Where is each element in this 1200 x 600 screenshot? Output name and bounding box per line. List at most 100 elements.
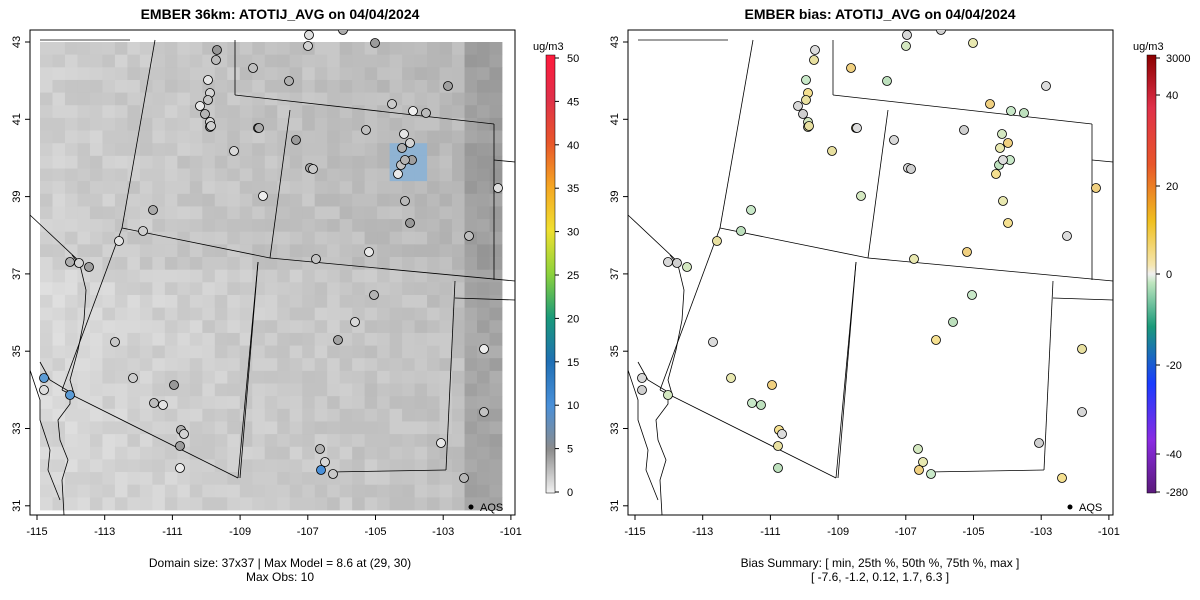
bias-marker xyxy=(856,191,866,201)
x-tick-label: -111 xyxy=(760,526,780,538)
obs-marker xyxy=(39,385,49,395)
bias-marker xyxy=(1003,138,1013,148)
left-colorbar: ug/m3 0 5 10 15 20 25 30 35 40 45 50 xyxy=(533,41,579,499)
y-tick-label: 35 xyxy=(609,345,621,357)
obs-marker xyxy=(308,164,318,174)
obs-marker xyxy=(65,257,75,267)
bias-marker xyxy=(637,373,647,383)
colorbar-tick-label: 45 xyxy=(567,96,579,108)
bias-marker xyxy=(747,398,757,408)
colorbar-tick-label: -20 xyxy=(1166,360,1182,372)
y-tick-label: 33 xyxy=(609,422,621,434)
obs-marker xyxy=(110,337,120,347)
right-colorbar-unit: ug/m3 xyxy=(1133,41,1164,53)
obs-marker xyxy=(179,429,189,439)
obs-marker xyxy=(333,335,343,345)
left-x-ticks: -115 -113 -111 -109 -107 -105 -103 -101 xyxy=(26,515,522,538)
obs-marker xyxy=(399,129,409,139)
obs-marker xyxy=(65,390,75,400)
obs-marker xyxy=(364,247,374,257)
colorbar-tick-label: 40 xyxy=(1166,90,1178,102)
obs-marker xyxy=(303,41,313,51)
y-tick-label: 31 xyxy=(11,500,23,512)
bias-marker xyxy=(767,380,777,390)
obs-marker xyxy=(206,121,216,131)
right-map-panel: -115 -113 -111 -109 -107 -105 -103 -101 43 41 39 3… xyxy=(609,29,1120,538)
bias-marker xyxy=(777,429,787,439)
colorbar-tick-label: 40 xyxy=(567,140,579,152)
right-x-ticks: -115 -113 -111 -109 -107 -105 -103 -101 xyxy=(624,515,1120,538)
obs-marker xyxy=(405,218,415,228)
right-y-ticks: 43 41 39 37 35 33 31 xyxy=(609,36,628,512)
left-footer: Domain size: 37x37 | Max Model = 8.6 at … xyxy=(20,556,540,584)
bias-marker xyxy=(708,337,718,347)
bias-marker xyxy=(809,55,819,65)
left-legend-dot-icon xyxy=(468,504,474,510)
obs-marker xyxy=(393,169,403,179)
right-footer-line2: [ -7.6, -1.2, 0.12, 1.7, 6.3 ] xyxy=(810,570,950,584)
bias-marker xyxy=(801,75,811,85)
right-colorbar-bar xyxy=(1146,54,1157,494)
left-colorbar-bar xyxy=(545,54,556,494)
obs-marker xyxy=(148,205,158,215)
colorbar-tick-label: 20 xyxy=(1166,181,1178,193)
x-tick-label: -105 xyxy=(962,526,984,538)
x-tick-label: -111 xyxy=(162,526,182,538)
bias-marker xyxy=(756,400,766,410)
obs-marker xyxy=(408,106,418,116)
right-bias-points xyxy=(637,30,1101,483)
obs-marker xyxy=(175,463,185,473)
obs-marker xyxy=(254,123,264,133)
obs-marker xyxy=(493,183,503,193)
bias-marker xyxy=(926,469,936,479)
bias-marker xyxy=(798,109,808,119)
obs-marker xyxy=(400,155,410,165)
bias-marker xyxy=(998,155,1008,165)
obs-marker xyxy=(149,398,159,408)
x-tick-label: -101 xyxy=(500,526,522,538)
bias-marker xyxy=(1006,106,1016,116)
bias-marker xyxy=(827,146,837,156)
obs-marker xyxy=(128,373,138,383)
x-tick-label: -115 xyxy=(624,526,645,538)
bias-marker xyxy=(1091,183,1101,193)
left-footer-line2: Max Obs: 10 xyxy=(245,570,315,584)
obs-marker xyxy=(315,444,325,454)
bias-marker xyxy=(1041,81,1051,91)
obs-marker xyxy=(212,45,222,55)
obs-marker xyxy=(369,290,379,300)
y-tick-label: 37 xyxy=(609,268,621,280)
bias-marker xyxy=(682,262,692,272)
bias-marker xyxy=(902,30,912,40)
obs-marker xyxy=(229,146,239,156)
left-legend-label: AQS xyxy=(480,502,503,514)
x-tick-label: -113 xyxy=(94,526,115,538)
bias-marker xyxy=(663,390,673,400)
obs-marker xyxy=(158,400,168,410)
obs-marker xyxy=(203,95,213,105)
bias-marker xyxy=(997,129,1007,139)
left-footer-line1: Domain size: 37x37 | Max Model = 8.6 at … xyxy=(148,556,412,570)
colorbar-tick-label: 35 xyxy=(567,183,579,195)
y-tick-label: 43 xyxy=(11,36,23,48)
bias-marker xyxy=(1062,231,1072,241)
obs-marker xyxy=(443,81,453,91)
obs-marker xyxy=(39,373,49,383)
y-tick-label: 35 xyxy=(11,345,23,357)
obs-marker xyxy=(400,196,410,206)
bias-marker xyxy=(726,373,736,383)
left-colorbar-unit: ug/m3 xyxy=(533,41,564,53)
colorbar-tick-label: 10 xyxy=(567,400,579,412)
colorbar-tick-label: 3000 xyxy=(1166,53,1190,65)
bias-marker xyxy=(959,125,969,135)
colorbar-tick-label: -280 xyxy=(1166,487,1188,499)
colorbar-tick-label: 30 xyxy=(567,227,579,239)
right-panel-title: EMBER bias: ATOTIJ_AVG on 04/04/2024 xyxy=(744,6,1016,22)
obs-marker xyxy=(421,108,431,118)
obs-marker xyxy=(328,469,338,479)
colorbar-tick-label: 50 xyxy=(567,53,579,65)
obs-marker xyxy=(195,101,205,111)
y-tick-label: 41 xyxy=(609,113,621,125)
y-tick-label: 39 xyxy=(609,190,621,202)
